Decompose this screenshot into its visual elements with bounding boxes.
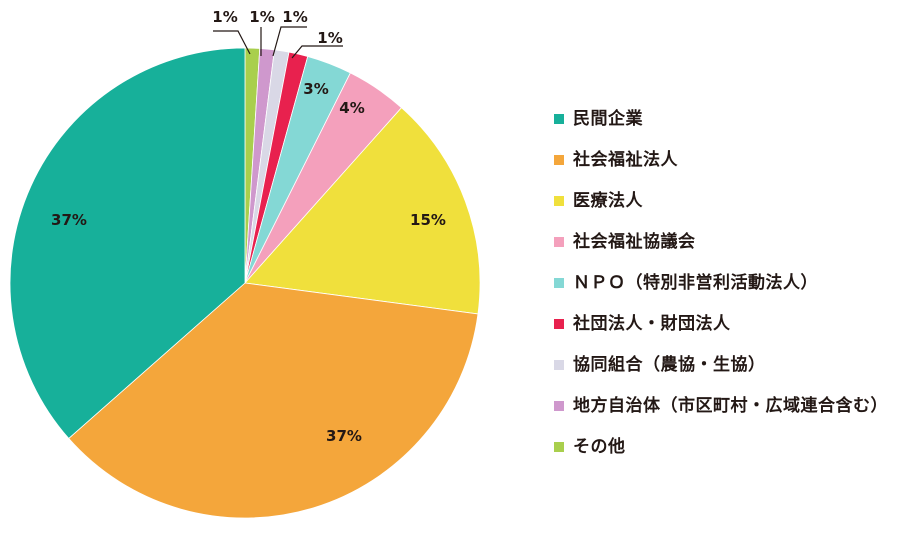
legend-item: 社会福祉法人 — [554, 139, 888, 180]
callout-percent-label: 1% — [212, 8, 237, 26]
legend-swatch-icon — [554, 195, 564, 206]
legend-item: 社会福祉協議会 — [554, 221, 888, 262]
callout-percent-label: 1% — [317, 29, 342, 47]
legend-label: その他 — [573, 436, 626, 457]
legend-swatch-icon — [554, 400, 564, 411]
pie-slice — [244, 107, 481, 315]
slice-percent-label: 15% — [410, 211, 446, 229]
callout-leader-line — [291, 45, 343, 59]
legend-item: 民間企業 — [554, 98, 888, 139]
pie-callout-labels: 1% 1% 1% 1% — [212, 8, 343, 59]
legend-label: ＮＰＯ（特別非営利活動法人） — [573, 272, 818, 293]
legend-label: 社会福祉協議会 — [573, 231, 696, 252]
legend: 民間企業 社会福祉法人 医療法人 社会福祉協議会 ＮＰＯ（特別非営利活動法人） … — [554, 98, 888, 467]
legend-swatch-icon — [554, 441, 564, 452]
legend-item: 協同組合（農協・生協） — [554, 344, 888, 385]
pie-slices — [9, 47, 481, 519]
legend-label: 地方自治体（市区町村・広域連合含む） — [573, 395, 888, 416]
legend-swatch-icon — [554, 113, 564, 124]
pie-slice — [9, 47, 246, 439]
callout-percent-label: 1% — [282, 8, 307, 26]
legend-label: 医療法人 — [573, 190, 643, 211]
legend-label: 社会福祉法人 — [573, 149, 678, 170]
legend-swatch-icon — [554, 236, 564, 247]
legend-swatch-icon — [554, 318, 564, 329]
callout-percent-label: 1% — [249, 8, 274, 26]
legend-swatch-icon — [554, 277, 564, 288]
legend-item: その他 — [554, 426, 888, 467]
legend-item: 医療法人 — [554, 180, 888, 221]
slice-percent-label: 37% — [51, 211, 87, 229]
pie-slice — [68, 282, 479, 519]
pie-inner-labels: 37% 37% 15% 4% 3% — [51, 80, 446, 445]
callout-leader-line — [272, 26, 307, 57]
legend-item: 社団法人・財団法人 — [554, 303, 888, 344]
legend-item: ＮＰＯ（特別非営利活動法人） — [554, 262, 888, 303]
legend-swatch-icon — [554, 154, 564, 165]
slice-percent-label: 37% — [326, 427, 362, 445]
callout-leader-line — [213, 30, 251, 55]
slice-percent-label: 4% — [339, 99, 364, 117]
legend-swatch-icon — [554, 359, 564, 370]
legend-label: 社団法人・財団法人 — [573, 313, 731, 334]
legend-label: 協同組合（農協・生協） — [573, 354, 766, 375]
slice-percent-label: 3% — [303, 80, 328, 98]
legend-label: 民間企業 — [573, 108, 643, 129]
legend-item: 地方自治体（市区町村・広域連合含む） — [554, 385, 888, 426]
